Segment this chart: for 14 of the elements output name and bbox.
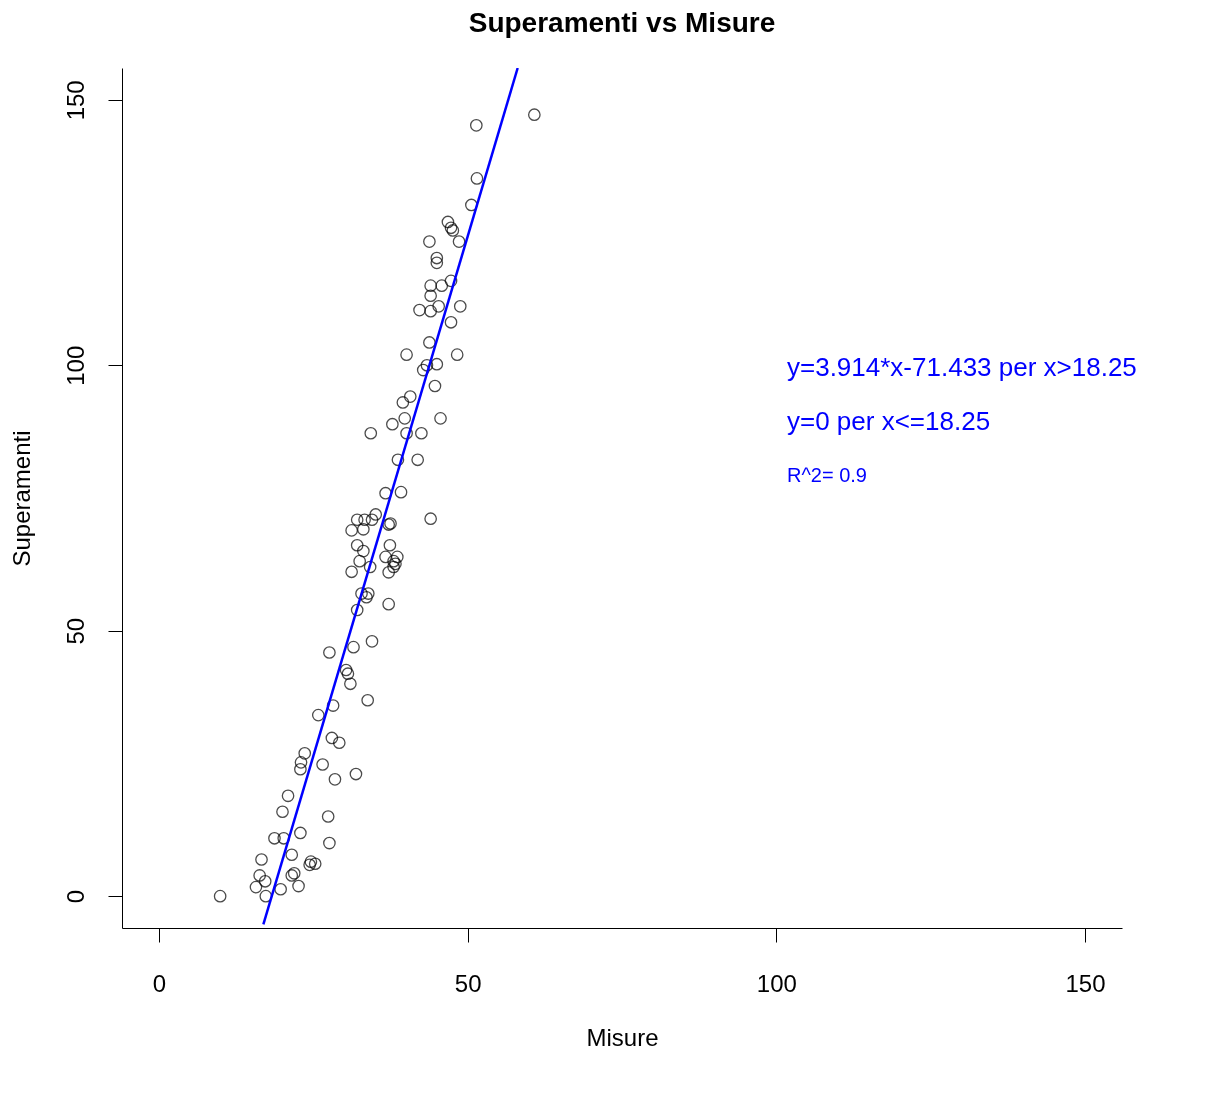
annotation: y=0 per x<=18.25 — [787, 406, 991, 437]
chart-title: Superamenti vs Misure — [468, 7, 776, 38]
y-tick-label: 150 — [61, 80, 89, 121]
y-axis-title: Superamenti — [7, 430, 35, 567]
y-tick-label: 100 — [61, 345, 89, 386]
annotation: R^2= 0.9 — [787, 464, 867, 487]
x-axis-title: Misure — [586, 1023, 659, 1051]
x-tick-label: 100 — [756, 969, 797, 997]
x-tick-label: 150 — [1065, 969, 1106, 997]
y-tick-label: 0 — [61, 889, 89, 904]
annotation: y=3.914*x-71.433 per x>18.25 — [787, 352, 1137, 383]
x-tick-label: 0 — [152, 969, 167, 997]
y-tick-label: 50 — [61, 617, 89, 645]
x-tick-label: 50 — [454, 969, 482, 997]
